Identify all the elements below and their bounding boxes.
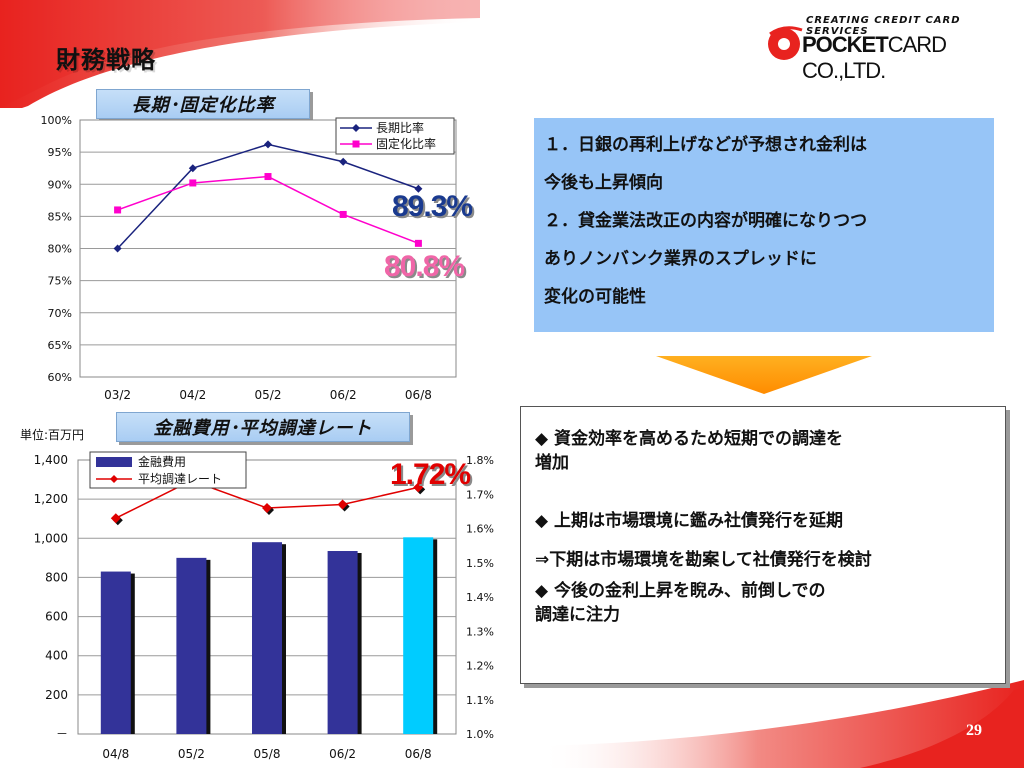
x-tick-label: 06/8 <box>405 388 432 402</box>
y-tick-label: 80% <box>48 243 72 256</box>
logo-mark-icon <box>768 26 803 60</box>
bar <box>252 542 282 734</box>
x-tick-label: 04/8 <box>102 747 129 761</box>
x-tick-label: 03/2 <box>104 388 131 402</box>
legend-label: 固定化比率 <box>376 136 436 151</box>
y-tick-label: 95% <box>48 146 72 159</box>
bar <box>327 551 358 734</box>
x-tick-label: 06/8 <box>405 747 432 761</box>
data-point <box>262 502 272 513</box>
y-right-tick-label: 1.5% <box>466 557 494 570</box>
y-left-tick-label: 200 <box>45 688 68 702</box>
outlook-line: １．日銀の再利上げなどが予想され金利は <box>544 135 867 155</box>
data-point <box>113 244 122 253</box>
y-left-tick-label: 1,000 <box>34 531 68 545</box>
data-point <box>188 164 197 173</box>
title-swoosh <box>0 0 480 108</box>
x-tick-label: 05/2 <box>255 388 282 402</box>
y-right-tick-label: 1.3% <box>466 625 494 638</box>
legend-label: 平均調達レート <box>138 472 222 486</box>
page-number: 29 <box>966 722 982 739</box>
x-tick-label: 06/2 <box>329 747 356 761</box>
data-point <box>264 140 272 149</box>
y-tick-label: 60% <box>48 371 72 384</box>
data-point <box>114 206 122 214</box>
strategy-box: ◆ 資金効率を高めるため短期での調達を 増加 ◆ 上期は市場環境に鑑み社債発行を… <box>520 406 1006 684</box>
strategy-item-3-cont: 調達に注力 <box>535 605 620 625</box>
strategy-item-3: ◆ 今後の金利上昇を睨み、前倒しでの <box>535 581 826 601</box>
outlook-line: 変化の可能性 <box>544 287 646 307</box>
bar-chart: － 200 400 600 800 1,000 1,200 1,400 1.0% 1.1% 1.2%… <box>34 451 494 761</box>
section-label-long-fixed-ratio: 長期･固定化比率 <box>96 89 310 119</box>
outlook-line: 今後も上昇傾向 <box>544 173 663 193</box>
y-right-tick-label: 1.7% <box>466 488 494 501</box>
y-left-tick-label: 1,200 <box>34 492 68 506</box>
y-left-tick-label: 600 <box>45 610 68 624</box>
y-tick-label: 75% <box>48 275 72 288</box>
y-tick-label: 90% <box>48 178 72 191</box>
legend-label: 金融費用 <box>138 454 186 469</box>
data-point <box>414 184 423 193</box>
x-tick-label: 06/2 <box>330 388 357 402</box>
strategy-item-2-cont: ⇒下期は市場環境を勘案して社債発行を検討 <box>535 550 872 570</box>
y-right-tick-label: 1.1% <box>466 694 494 707</box>
y-left-tick-label: 400 <box>45 649 68 663</box>
y-right-tick-label: 1.0% <box>466 728 494 741</box>
x-tick-label: 05/8 <box>254 747 281 761</box>
legend-swatch <box>96 457 132 467</box>
y-tick-label: 85% <box>48 210 72 223</box>
bar <box>176 557 207 734</box>
y-right-tick-label: 1.4% <box>466 591 494 604</box>
fixed-ratio-highlight: 80.8% <box>384 250 465 283</box>
x-tick-label: 04/2 <box>179 388 206 402</box>
legend-marker <box>352 140 360 148</box>
logo-brand-name: POCKET <box>802 32 889 57</box>
legend-label: 長期比率 <box>376 120 424 135</box>
outlook-line: ２．貸金業法改正の内容が明確になりつつ <box>544 211 868 231</box>
data-point <box>414 239 422 247</box>
y-left-tick-label: 1,400 <box>34 453 68 467</box>
outlook-line: ありノンバンク業界のスプレッドに <box>544 249 817 269</box>
x-tick-label: 05/2 <box>178 747 205 761</box>
logo-tagline: CREATING CREDIT CARD SERVICES <box>806 15 961 37</box>
y-right-tick-label: 1.2% <box>466 660 494 673</box>
y-tick-label: 70% <box>48 307 72 320</box>
y-right-tick-label: 1.8% <box>466 454 494 467</box>
y-tick-label: 65% <box>48 339 72 352</box>
outlook-box: １．日銀の再利上げなどが予想され金利は 今後も上昇傾向 ２．貸金業法改正の内容が… <box>534 118 994 332</box>
legend-marker <box>110 475 118 483</box>
data-point <box>264 173 272 181</box>
data-point <box>337 499 348 510</box>
y-right-tick-label: 1.6% <box>466 523 494 536</box>
data-point <box>339 210 347 218</box>
legend-marker <box>352 124 360 132</box>
y-left-tick-label: － <box>56 727 68 741</box>
bottom-swoosh <box>540 680 1024 768</box>
bar <box>100 571 131 734</box>
avg-rate-highlight: 1.72% <box>390 458 471 491</box>
logo-brand: POCKETCARD CO.,LTD. <box>802 32 1024 84</box>
strategy-item-1-cont: 増加 <box>535 453 569 473</box>
bar <box>403 537 434 734</box>
down-arrow-icon <box>656 356 872 394</box>
logo-brand-suffix: CARD CO.,LTD. <box>802 32 947 83</box>
strategy-item-1: ◆ 資金効率を高めるため短期での調達を <box>535 429 843 449</box>
section-label-financial-cost: 金融費用･平均調達レート <box>116 412 410 442</box>
y-left-tick-label: 800 <box>45 570 68 584</box>
page-title: 財務戦略 <box>56 46 156 74</box>
strategy-item-2: ◆ 上期は市場環境に鑑み社債発行を延期 <box>535 511 843 531</box>
y-tick-label: 100% <box>41 114 72 127</box>
line-chart: 60% 65% 70% 75% 80% 85% 90% 95% 100% 03/2 04/2 05/2… <box>41 114 457 402</box>
unit-label: 単位:百万円 <box>20 428 85 442</box>
data-point <box>413 482 424 493</box>
data-point <box>189 179 197 187</box>
data-point <box>339 157 348 166</box>
data-point <box>110 513 121 524</box>
legend-box <box>335 117 455 155</box>
long-ratio-highlight: 89.3% <box>392 190 473 223</box>
